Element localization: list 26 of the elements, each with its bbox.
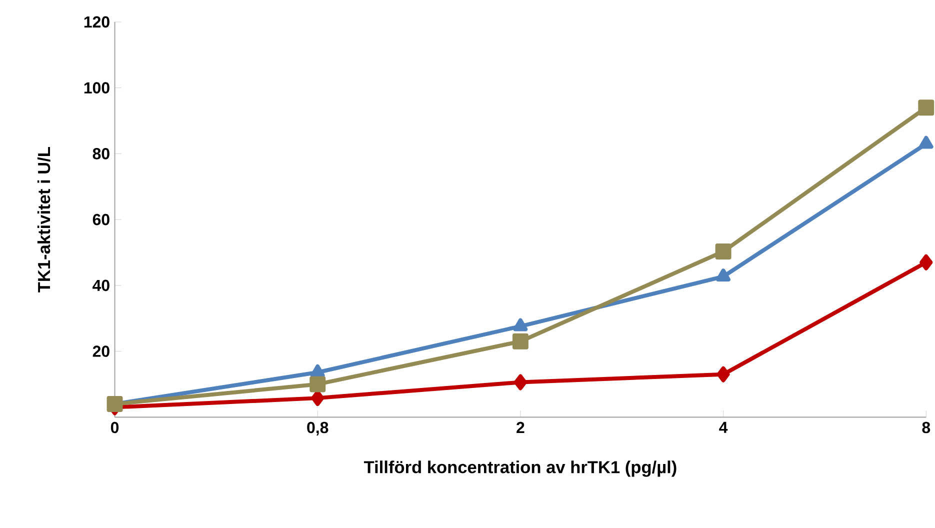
- point: [311, 390, 324, 406]
- y-tick-label: 120: [84, 16, 110, 28]
- point: [918, 100, 934, 116]
- point: [513, 318, 528, 332]
- x-tick-label: 0,8: [307, 422, 328, 436]
- y-tick-label: 100: [84, 82, 110, 94]
- y-tick-label: 80: [92, 148, 110, 160]
- point: [514, 374, 527, 390]
- y-tick-label: 60: [92, 214, 110, 226]
- point: [512, 333, 528, 350]
- point: [920, 254, 933, 270]
- y-tick-label: 20: [92, 346, 110, 357]
- x-tick-label: 2: [516, 422, 524, 434]
- point: [310, 376, 326, 392]
- x-tick-label: 4: [719, 422, 728, 433]
- x-tick-label: 8: [922, 422, 930, 434]
- x-tick-label: 0: [110, 422, 119, 434]
- point: [716, 268, 730, 282]
- point: [918, 136, 934, 149]
- y-tick-label: 40: [92, 280, 110, 292]
- point: [716, 366, 730, 382]
- y-axis-title: TK1-aktivitet i U/L: [37, 147, 50, 292]
- x-axis-title: Tillförd koncentration av hrTK1 (pg/µl): [364, 460, 676, 477]
- point: [310, 364, 325, 378]
- point: [106, 396, 123, 412]
- point: [715, 244, 732, 260]
